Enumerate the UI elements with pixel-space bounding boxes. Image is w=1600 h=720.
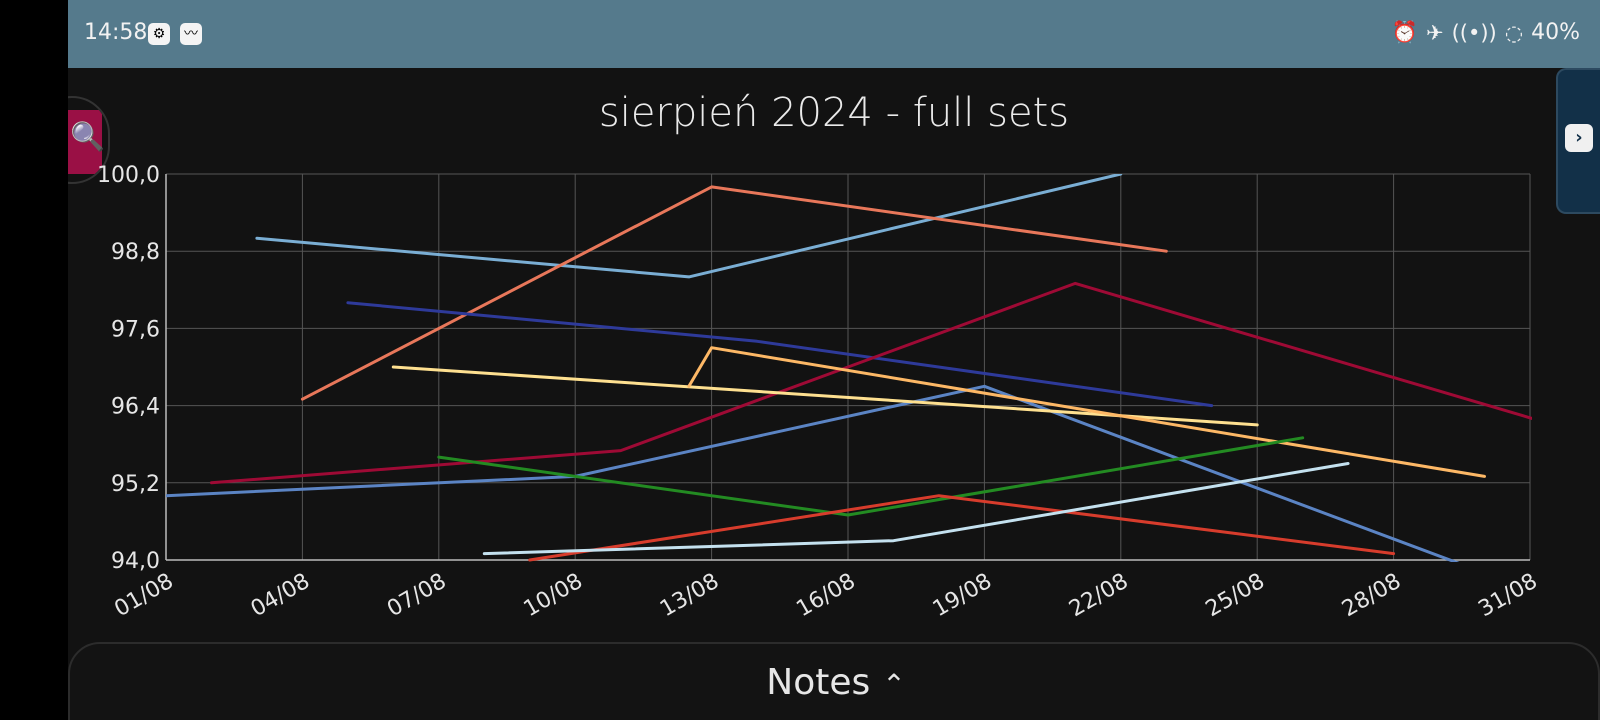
airplane-icon: ✈ [1425,20,1444,45]
notes-header[interactable]: Notes ⌃ [70,662,1600,703]
y-tick-label: 100,0 [97,163,160,188]
x-tick-label: 31/08 [1474,569,1541,622]
series-line-9 [528,494,1396,562]
x-tick-label: 13/08 [656,569,723,622]
series-line-10 [482,462,1350,556]
line-chart: 94,0 95,2 96,4 97,6 98,8 100,0 01/08 04/08 07/0… [97,163,1542,622]
search-button[interactable]: 🔍 [68,96,110,184]
activity-icon: 〰 [180,23,202,45]
app-screen: 14:58 ⚙ 〰 ⏰ ✈ ((•)) ◌ 40% 🔍 › sierpień 2… [68,0,1600,720]
battery-percent: 40% [1531,20,1580,45]
series-line-4 [210,281,1532,485]
battery-icon: ◌ [1504,20,1524,45]
x-tick-label: 04/08 [247,569,314,622]
series-line-8 [437,436,1305,517]
search-icon: 🔍 [70,120,105,153]
hotspot-icon: ((•)) [1451,20,1497,45]
y-axis-labels: 94,0 95,2 96,4 97,6 98,8 100,0 [97,163,160,574]
x-tick-label: 25/08 [1202,569,1269,622]
notes-panel[interactable]: Notes ⌃ [68,642,1600,720]
y-tick-label: 97,6 [111,317,160,342]
x-tick-label: 22/08 [1065,569,1132,622]
x-tick-label: 10/08 [520,569,587,622]
x-axis-labels: 01/08 04/08 07/08 10/08 13/08 16/08 19/08 22/08… [110,569,1541,622]
status-bar: 14:58 ⚙ 〰 ⏰ ✈ ((•)) ◌ 40% [68,0,1600,68]
series-line-1 [255,174,1123,279]
notes-label: Notes [766,662,871,703]
y-tick-label: 95,2 [111,472,160,497]
chart-grid [165,173,1531,561]
y-tick-label: 96,4 [111,395,160,420]
status-time: 14:58 [84,20,148,45]
x-tick-label: 19/08 [929,569,996,622]
y-tick-label: 98,8 [111,240,160,265]
chart-title: sierpień 2024 - full sets [598,90,1070,136]
chevron-up-icon: ⌃ [882,667,906,701]
series-line-3 [346,301,1214,408]
side-panel-tab[interactable]: › [1556,68,1600,214]
chart-series [166,174,1532,562]
settings-icon: ⚙ [148,23,170,45]
search-button-bg [68,110,102,174]
series-line-5 [166,384,1460,562]
series-line-2 [300,185,1168,401]
x-tick-label: 28/08 [1338,569,1405,622]
series-line-7 [687,346,1486,478]
y-tick-label: 94,0 [111,549,160,574]
code-icon: › [1565,124,1593,152]
x-tick-label: 01/08 [110,569,177,622]
status-icons: ⏰ ✈ ((•)) ◌ 40% [1392,20,1580,45]
x-tick-label: 16/08 [792,569,859,622]
alarm-icon: ⏰ [1391,20,1418,44]
x-tick-label: 07/08 [383,569,450,622]
